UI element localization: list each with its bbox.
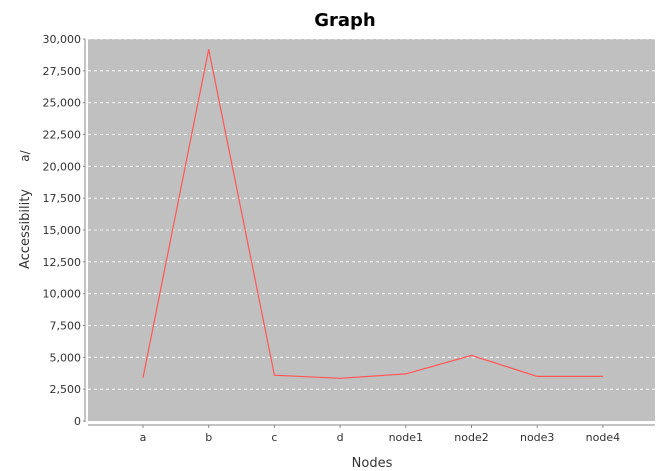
x-axis-ticks: a b c d node1 node2 node3 node4 <box>140 425 620 444</box>
x-tick-label-3: d <box>337 431 344 444</box>
y-tick-label-0: 0 <box>74 415 81 428</box>
chart-title: Graph <box>314 10 376 31</box>
y-tick-label-4: 10,000 <box>43 288 82 301</box>
y-tick-label-12: 30,000 <box>43 33 82 46</box>
x-tick-label-1: b <box>205 431 212 444</box>
x-tick-label-2: c <box>271 431 277 444</box>
y-tick-label-3: 7,500 <box>50 320 82 333</box>
y-tick-label-7: 17,500 <box>43 192 82 205</box>
x-tick-label-0: a <box>140 431 147 444</box>
y-axis-glyph: a/ <box>18 149 32 161</box>
x-tick-label-5: node2 <box>454 431 488 444</box>
y-tick-label-9: 22,500 <box>43 129 82 142</box>
series-lines <box>142 49 603 379</box>
y-tick-label-11: 27,500 <box>43 65 82 78</box>
y-tick-label-8: 20,000 <box>43 160 82 173</box>
series-line-0 <box>142 49 603 379</box>
y-tick-label-6: 15,000 <box>43 224 82 237</box>
x-tick-label-6: node3 <box>520 431 554 444</box>
y-tick-label-5: 12,500 <box>43 256 82 269</box>
x-axis-label: Nodes <box>352 456 393 471</box>
y-tick-label-1: 2,500 <box>50 383 82 396</box>
x-tick-label-4: node1 <box>389 431 423 444</box>
y-axis-ticks: 0 2,500 5,000 7,500 10,000 12,500 15,000 17,500… <box>43 33 85 428</box>
y-tick-label-10: 25,000 <box>43 97 82 110</box>
y-axis-label: Accessibility <box>18 189 33 269</box>
x-tick-label-7: node4 <box>586 431 620 444</box>
gridlines <box>88 38 655 390</box>
y-tick-label-2: 5,000 <box>50 351 82 364</box>
